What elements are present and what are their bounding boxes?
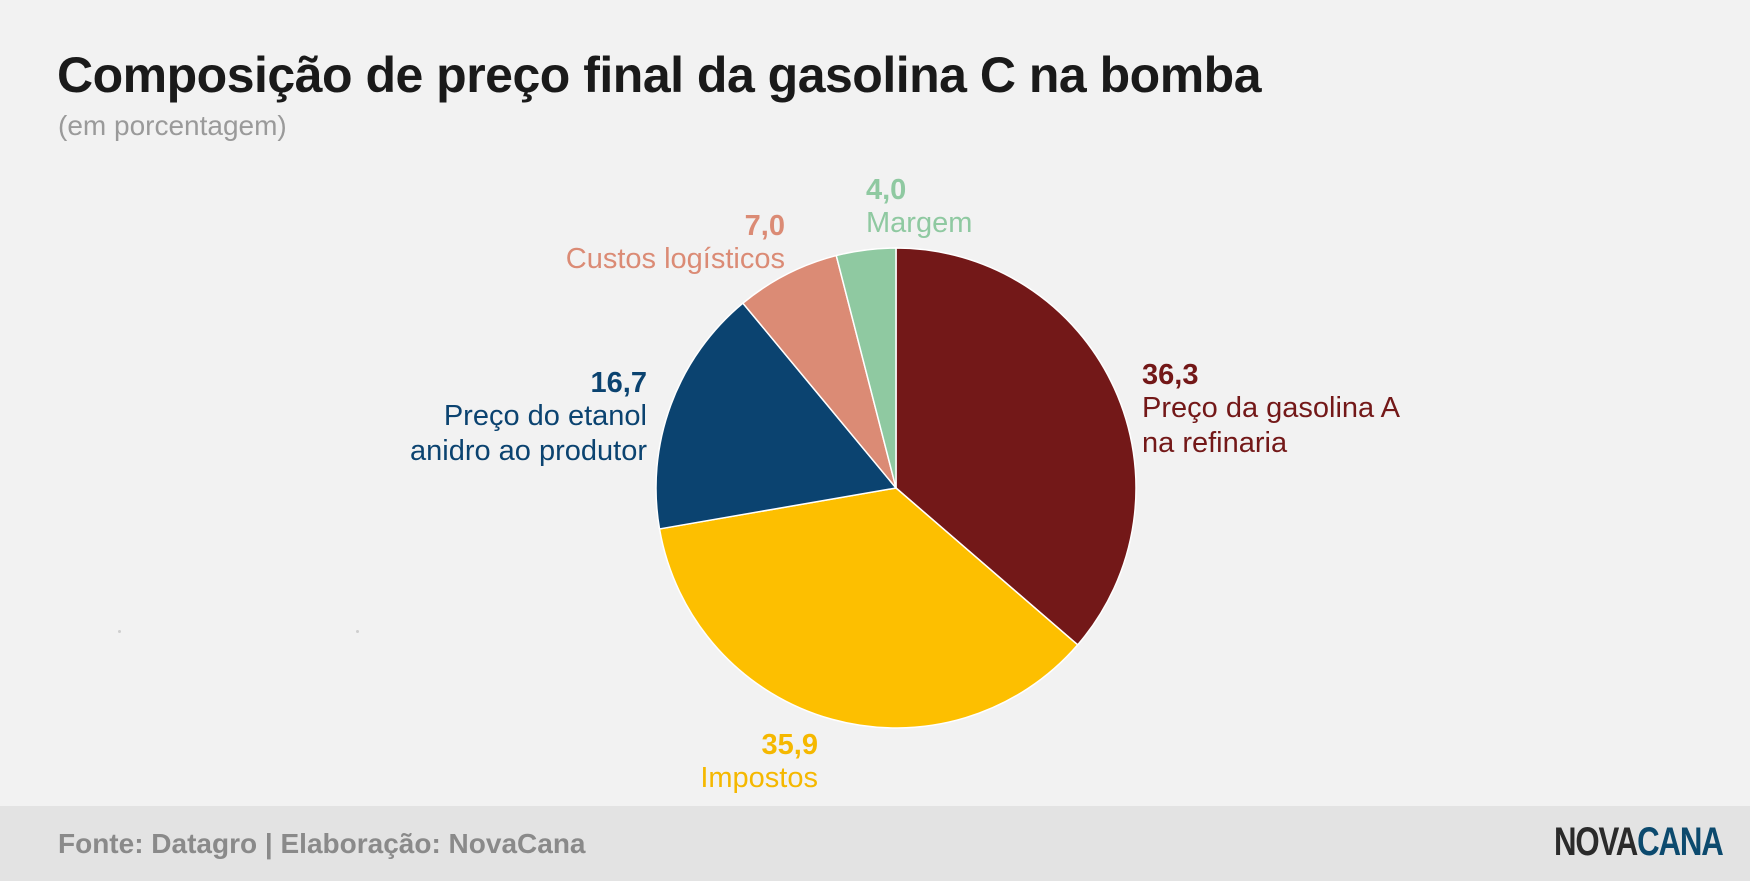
pie-slice-4 — [741, 254, 897, 489]
decorative-dot — [118, 630, 121, 633]
logo-part-cana: CANA — [1637, 820, 1724, 864]
slice-category-label-1: Preço da gasolina A — [1142, 392, 1401, 424]
decorative-dot — [356, 630, 359, 633]
pie-slice-3 — [655, 302, 898, 530]
slice-value-label-3: 16,7 — [591, 367, 647, 399]
source-note: Fonte: Datagro | Elaboração: NovaCana — [58, 828, 586, 859]
pie-slice-5 — [835, 247, 897, 489]
slice-category-label-1: na refinaria — [1142, 427, 1288, 459]
logo-part-nova: NOVA — [1554, 820, 1638, 864]
slice-category-label-4: Custos logísticos — [566, 243, 785, 275]
slice-category-label-5: Margem — [866, 207, 972, 239]
slice-value-label-4: 7,0 — [745, 210, 785, 242]
chart-subtitle: (em porcentagem) — [58, 110, 287, 141]
slice-category-label-3: Preço do etanol — [444, 400, 647, 432]
slice-value-label-5: 4,0 — [866, 174, 906, 206]
pie-slice-2 — [658, 487, 1079, 729]
slice-value-label-1: 36,3 — [1142, 359, 1198, 391]
pie-slice-1 — [895, 247, 1137, 646]
slice-value-label-2: 35,9 — [762, 729, 818, 761]
footer: Fonte: Datagro | Elaboração: NovaCana NO… — [0, 806, 1750, 881]
slice-category-label-3: anidro ao produtor — [410, 435, 647, 467]
chart-title: Composição de preço final da gasolina C … — [57, 47, 1262, 103]
novacana-logo: NOVACANA — [1554, 820, 1724, 865]
slice-category-label-2: Impostos — [700, 762, 818, 794]
